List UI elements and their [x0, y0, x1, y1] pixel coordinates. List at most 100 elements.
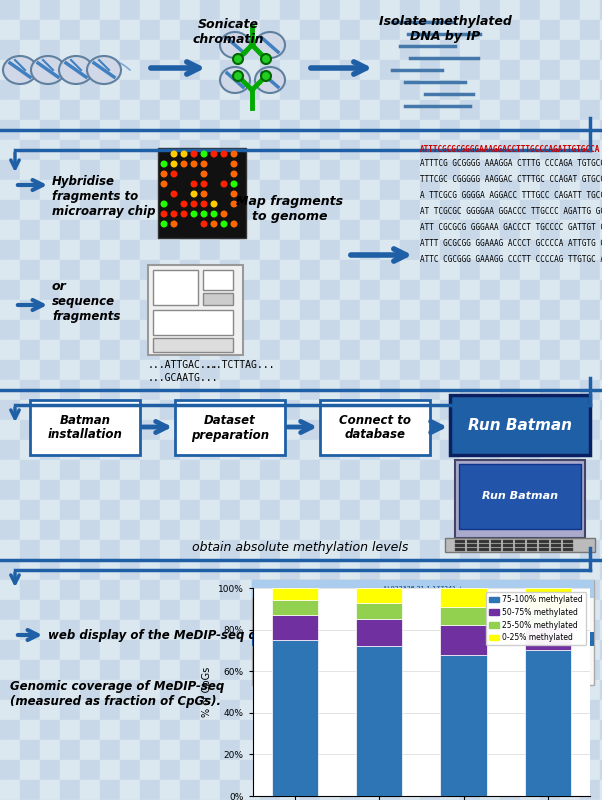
Bar — [60, 560, 80, 580]
Bar — [440, 440, 460, 460]
Bar — [500, 60, 520, 80]
Bar — [360, 360, 380, 380]
Bar — [260, 740, 280, 760]
Bar — [300, 600, 320, 620]
Bar — [300, 200, 320, 220]
Bar — [380, 460, 400, 480]
Bar — [320, 420, 340, 440]
Bar — [320, 60, 340, 80]
Bar — [280, 100, 300, 120]
Bar — [560, 720, 580, 740]
Bar — [441, 626, 487, 654]
Ellipse shape — [3, 56, 37, 84]
Bar — [320, 680, 340, 700]
Bar — [356, 619, 402, 646]
Bar — [360, 320, 380, 340]
Bar — [540, 580, 560, 600]
Bar — [260, 680, 280, 700]
Bar — [515, 544, 525, 547]
Bar — [300, 640, 320, 660]
Bar — [452, 649, 472, 657]
Bar — [80, 380, 100, 400]
Bar — [560, 40, 580, 60]
Bar — [420, 40, 440, 60]
Bar — [220, 240, 240, 260]
Bar — [300, 420, 320, 440]
Bar — [160, 180, 180, 200]
Bar — [460, 400, 480, 420]
Bar — [200, 320, 220, 340]
Circle shape — [190, 161, 197, 167]
Bar — [440, 60, 460, 80]
Bar — [240, 660, 260, 680]
Bar — [40, 240, 60, 260]
Bar — [140, 300, 160, 320]
Bar — [200, 780, 220, 800]
Text: Connect to
database: Connect to database — [339, 414, 411, 442]
Bar — [300, 120, 320, 140]
Bar — [60, 400, 80, 420]
Bar — [120, 520, 140, 540]
Bar — [560, 780, 580, 800]
Bar — [480, 520, 500, 540]
Bar — [500, 340, 520, 360]
Circle shape — [200, 190, 208, 198]
Bar — [360, 60, 380, 80]
Bar — [332, 649, 357, 657]
Bar — [0, 600, 20, 620]
Bar — [600, 680, 602, 700]
Bar — [460, 60, 480, 80]
Bar — [580, 120, 600, 140]
Bar — [40, 780, 60, 800]
Bar — [60, 360, 80, 380]
Bar — [512, 665, 527, 670]
Circle shape — [170, 150, 178, 158]
Bar — [0, 80, 20, 100]
Bar — [0, 160, 20, 180]
Bar — [400, 420, 420, 440]
Bar — [240, 120, 260, 140]
Bar — [0, 520, 20, 540]
Bar — [40, 0, 60, 20]
Bar — [500, 520, 520, 540]
Circle shape — [211, 221, 217, 227]
Bar — [440, 620, 460, 640]
Bar — [40, 360, 60, 380]
Bar — [500, 360, 520, 380]
Bar — [153, 310, 233, 335]
Bar — [400, 120, 420, 140]
Bar — [280, 200, 300, 220]
Bar — [380, 280, 400, 300]
Bar — [320, 100, 340, 120]
Bar — [240, 400, 260, 420]
Bar — [60, 460, 80, 480]
Bar — [140, 520, 160, 540]
Bar — [0, 140, 20, 160]
Bar — [60, 420, 80, 440]
Bar — [280, 420, 300, 440]
Bar — [540, 500, 560, 520]
Bar — [20, 500, 40, 520]
Bar — [560, 60, 580, 80]
Bar — [287, 649, 317, 657]
Bar — [180, 240, 200, 260]
Bar — [160, 120, 180, 140]
Bar — [540, 320, 560, 340]
Ellipse shape — [59, 56, 93, 84]
Bar — [400, 440, 420, 460]
Bar — [140, 20, 160, 40]
Bar — [200, 340, 220, 360]
Bar — [20, 320, 40, 340]
Bar — [60, 0, 80, 20]
Bar — [120, 720, 140, 740]
Bar — [540, 300, 560, 320]
Bar — [400, 640, 420, 660]
Bar — [280, 580, 300, 600]
Bar — [40, 460, 60, 480]
Bar — [272, 601, 318, 615]
Bar — [220, 20, 240, 40]
Bar — [180, 260, 200, 280]
Bar — [120, 0, 140, 20]
Bar — [100, 640, 120, 660]
Bar — [80, 360, 100, 380]
